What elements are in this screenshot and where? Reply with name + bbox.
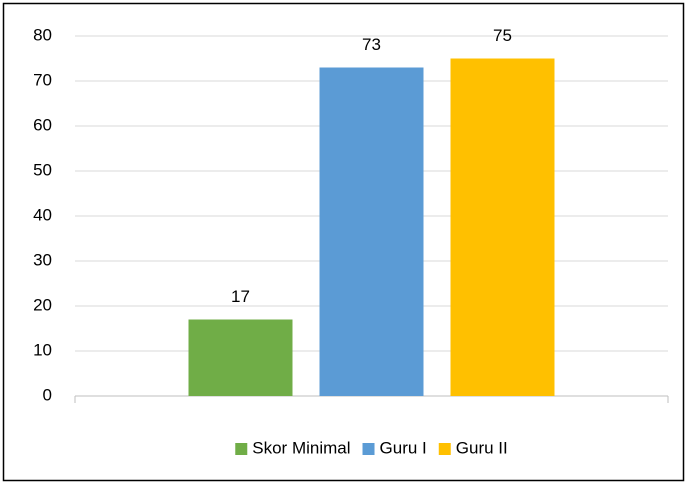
data-label: 75 — [493, 26, 512, 45]
y-tick-label: 70 — [33, 70, 52, 89]
bar — [450, 58, 555, 396]
y-tick-label: 20 — [33, 295, 52, 314]
y-tick-label: 40 — [33, 205, 52, 224]
legend: Skor Minimal Guru I Guru II — [235, 438, 508, 457]
legend-swatch — [235, 443, 248, 455]
y-tick-label: 30 — [33, 250, 52, 269]
legend-swatch — [438, 443, 451, 455]
data-label: 73 — [362, 35, 381, 54]
y-tick-label: 80 — [33, 25, 52, 44]
y-tick-label: 0 — [43, 385, 52, 404]
legend-swatch — [362, 443, 375, 455]
legend-label: Guru II — [456, 438, 508, 457]
y-tick-label: 50 — [33, 160, 52, 179]
y-tick-label: 60 — [33, 115, 52, 134]
legend-label: Guru I — [380, 438, 427, 457]
bar — [188, 319, 293, 396]
bar — [319, 67, 424, 396]
data-label: 17 — [231, 287, 250, 306]
legend-label: Skor Minimal — [252, 438, 350, 457]
y-tick-label: 10 — [33, 340, 52, 359]
